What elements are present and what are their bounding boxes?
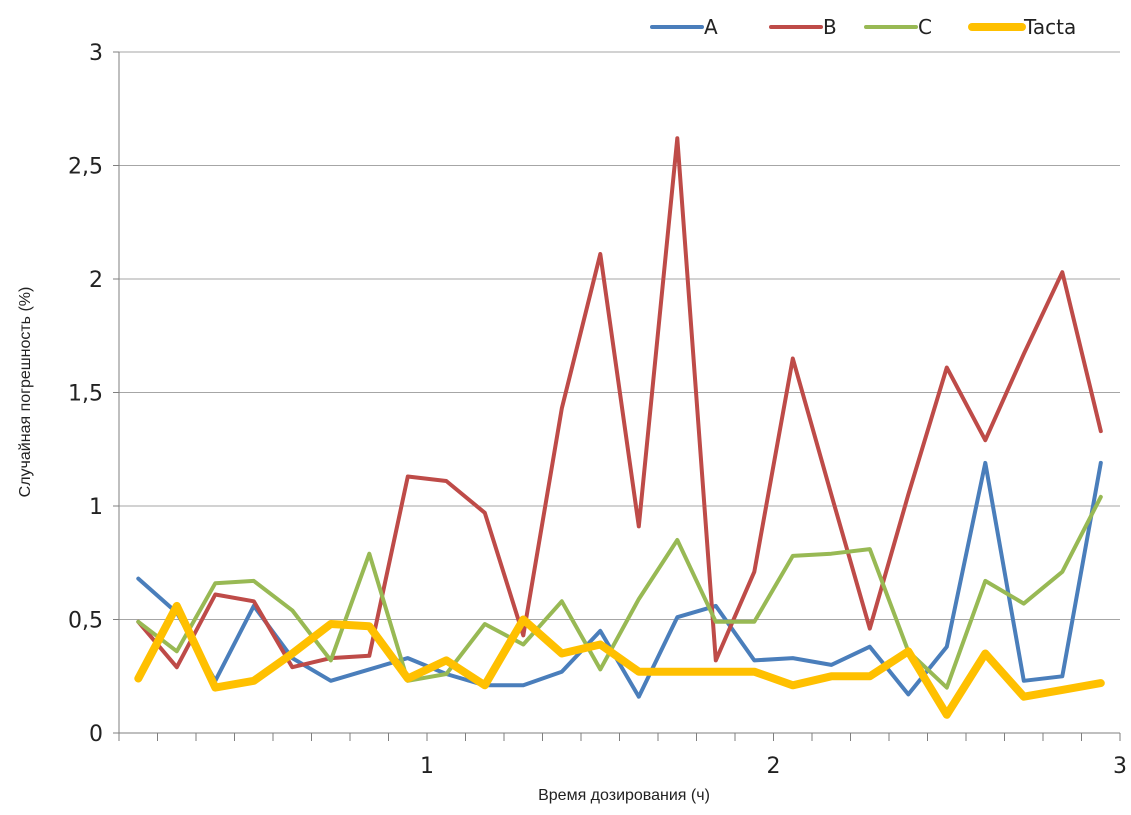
x-axis-title: Время дозирования (ч) xyxy=(538,787,710,804)
axes: 0 0,5 1 1,5 2 2,5 3 1 2 3 xyxy=(68,41,1127,779)
y-tick-label: 3 xyxy=(89,41,103,66)
series-lines xyxy=(134,136,1105,719)
y-tick-label: 1,5 xyxy=(68,382,103,407)
y-axis-title: Случайная погрешность (%) xyxy=(17,287,34,498)
y-tick-label: 1 xyxy=(89,495,103,520)
series-line-a xyxy=(136,460,1103,699)
legend-label-c: C xyxy=(918,15,932,39)
series-line-b xyxy=(136,136,1103,670)
legend-label-tacta: Tacta xyxy=(1023,15,1076,39)
legend-label-a: A xyxy=(704,15,718,39)
legend: A B C Tacta xyxy=(650,15,1076,39)
y-tick-label: 2,5 xyxy=(68,155,103,180)
y-tick-label: 0,5 xyxy=(68,609,103,634)
x-tick-label: 2 xyxy=(767,754,781,779)
x-tick-label: 1 xyxy=(420,754,434,779)
x-tick-label: 3 xyxy=(1113,754,1127,779)
y-tick-label: 0 xyxy=(89,722,103,747)
y-tick-label: 2 xyxy=(89,268,103,293)
legend-label-b: B xyxy=(823,15,837,39)
series-line-tacta xyxy=(134,601,1105,719)
series-line-c xyxy=(136,494,1103,690)
